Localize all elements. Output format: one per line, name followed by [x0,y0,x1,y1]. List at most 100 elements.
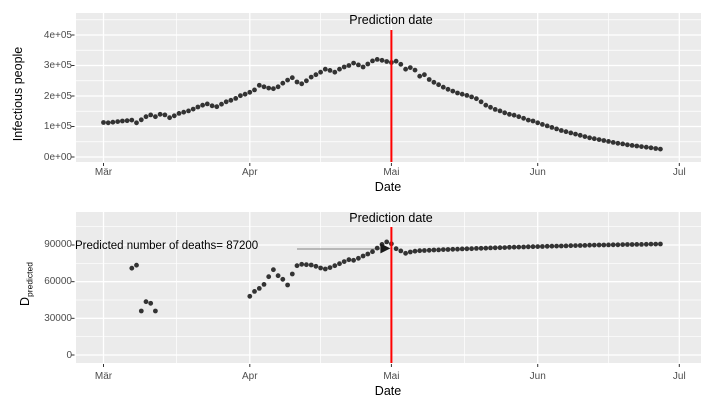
major-gridlines [76,13,701,162]
data-point [445,86,451,92]
data-point [478,99,484,105]
data-point [120,118,125,124]
data-point [577,132,583,138]
data-point [176,111,182,116]
data-point [266,274,272,280]
data-point [308,74,314,80]
data-point [190,106,196,112]
data-point [370,58,375,64]
data-point [502,110,508,116]
data-point [384,239,390,245]
data-point [535,244,541,250]
data-point [360,64,366,70]
data-point [115,119,121,124]
data-point [544,123,550,129]
data-point [568,243,574,249]
data-point [143,114,149,120]
data-point [549,125,555,130]
minor-gridlines [76,13,701,162]
data-point [374,57,380,62]
data-point [474,96,479,102]
data-point [153,114,158,120]
data-point [134,120,139,126]
data-point [370,249,375,255]
data-point [289,271,295,277]
data-point [507,111,512,117]
tick-marks [71,34,680,166]
data-point [525,244,531,250]
data-point [606,139,611,144]
data-point [233,96,239,101]
data-point [554,243,559,249]
data-point [289,75,295,81]
data-point [478,245,484,251]
panel-background [76,212,701,363]
data-point [313,263,319,269]
tick-marks [71,244,680,367]
data-point [615,140,621,146]
data-point [332,263,338,269]
data-point [271,267,276,273]
data-point [549,243,555,249]
data-point [634,242,640,247]
data-point [247,293,253,299]
data-point [124,118,130,124]
data-point [110,119,116,125]
data-point [563,243,569,249]
data-point [304,262,309,268]
data-point [322,66,328,72]
data-point [365,251,371,257]
data-point [643,144,649,150]
chart-deaths-predicted [71,212,701,367]
data-point [620,242,626,248]
data-point [530,118,536,124]
minor-gridlines [76,212,701,363]
data-point [577,243,583,248]
data-point [299,261,305,267]
data-point [492,107,498,112]
data-point [648,145,654,151]
data-point [488,245,493,251]
data-point [540,122,545,127]
data-point [252,289,257,294]
chart-infectious [71,13,701,166]
data-point [469,246,474,252]
series-predicted-deaths [247,239,663,299]
data-point [393,246,399,252]
data-point [195,104,201,110]
panel-background [76,13,701,162]
data-point [474,246,479,251]
data-point [398,248,404,254]
data-point [322,266,328,272]
data-point [450,246,456,252]
data-point [573,243,578,249]
data-point [606,242,611,248]
data-point [587,242,592,248]
data-point [483,245,489,251]
data-point [261,282,267,287]
data-point [256,286,262,291]
data-point [200,102,206,108]
data-point [431,247,437,253]
data-point [601,242,607,248]
data-point [422,248,427,253]
data-point [492,245,498,251]
data-point [356,255,361,261]
data-point [629,242,635,247]
data-point [455,90,460,96]
annotation-arrowhead [380,243,391,254]
data-point [459,91,465,97]
data-point [266,85,272,91]
data-point [440,247,446,253]
data-point [261,84,267,90]
data-point [129,117,135,123]
data-point [360,253,366,259]
data-point [393,58,399,64]
data-point [214,104,220,110]
data-point [341,259,347,264]
data-point [544,243,550,249]
data-point [596,137,602,143]
data-point [516,114,522,120]
data-point [374,245,380,251]
